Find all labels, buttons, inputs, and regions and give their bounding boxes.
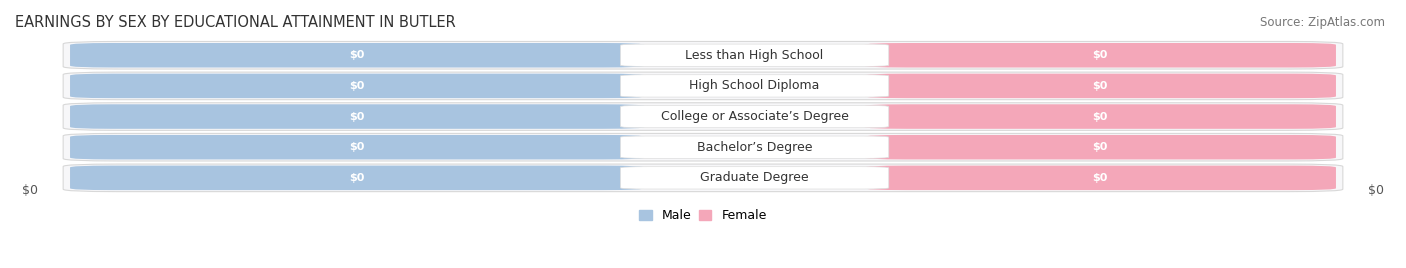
Text: $0: $0: [350, 50, 366, 60]
FancyBboxPatch shape: [865, 74, 1336, 98]
Text: $0: $0: [350, 81, 366, 91]
FancyBboxPatch shape: [63, 72, 1343, 100]
FancyBboxPatch shape: [70, 135, 644, 159]
Text: College or Associate’s Degree: College or Associate’s Degree: [661, 110, 849, 123]
FancyBboxPatch shape: [620, 75, 889, 97]
Text: EARNINGS BY SEX BY EDUCATIONAL ATTAINMENT IN BUTLER: EARNINGS BY SEX BY EDUCATIONAL ATTAINMEN…: [15, 15, 456, 30]
Text: $0: $0: [1092, 142, 1108, 152]
Text: Bachelor’s Degree: Bachelor’s Degree: [697, 141, 813, 154]
Text: $0: $0: [350, 173, 366, 183]
FancyBboxPatch shape: [63, 103, 1343, 130]
FancyBboxPatch shape: [70, 43, 644, 68]
Text: Source: ZipAtlas.com: Source: ZipAtlas.com: [1260, 16, 1385, 29]
Text: $0: $0: [1092, 81, 1108, 91]
Text: $0: $0: [1092, 173, 1108, 183]
Text: $0: $0: [350, 111, 366, 122]
FancyBboxPatch shape: [620, 167, 889, 189]
FancyBboxPatch shape: [865, 166, 1336, 190]
Legend: Male, Female: Male, Female: [634, 204, 772, 227]
Text: $0: $0: [1092, 50, 1108, 60]
Text: Graduate Degree: Graduate Degree: [700, 171, 808, 184]
FancyBboxPatch shape: [63, 133, 1343, 161]
FancyBboxPatch shape: [70, 74, 644, 98]
FancyBboxPatch shape: [70, 104, 644, 129]
Text: $0: $0: [1092, 111, 1108, 122]
FancyBboxPatch shape: [63, 164, 1343, 192]
FancyBboxPatch shape: [620, 105, 889, 128]
FancyBboxPatch shape: [865, 135, 1336, 159]
FancyBboxPatch shape: [620, 44, 889, 66]
Text: $0: $0: [1368, 184, 1384, 197]
FancyBboxPatch shape: [70, 166, 644, 190]
Text: $0: $0: [350, 142, 366, 152]
FancyBboxPatch shape: [865, 43, 1336, 68]
Text: $0: $0: [22, 184, 38, 197]
FancyBboxPatch shape: [865, 104, 1336, 129]
Text: Less than High School: Less than High School: [686, 49, 824, 62]
FancyBboxPatch shape: [63, 42, 1343, 69]
Text: High School Diploma: High School Diploma: [689, 79, 820, 92]
FancyBboxPatch shape: [620, 136, 889, 158]
